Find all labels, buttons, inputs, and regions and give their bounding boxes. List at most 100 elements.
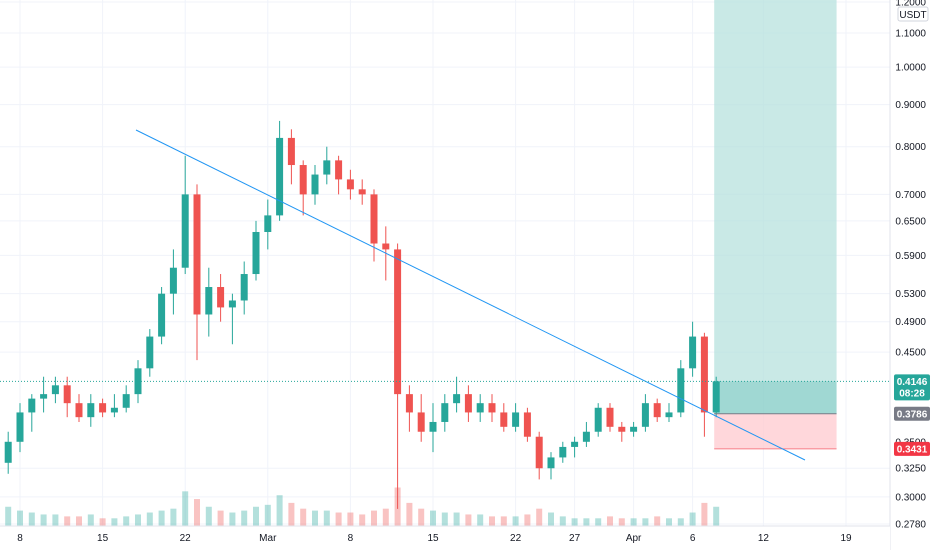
volume-bar — [571, 518, 578, 526]
time-tick: 22 — [180, 533, 192, 544]
time-tick: 15 — [97, 533, 109, 544]
volume-bars — [5, 487, 720, 526]
candle-body — [665, 412, 673, 418]
loss-zone[interactable] — [714, 413, 837, 449]
volume-bar — [512, 516, 519, 526]
stop-price-label: 0.3431 — [897, 444, 928, 455]
candle-body — [429, 421, 437, 432]
currency-label: USDT — [899, 10, 926, 21]
volume-bar — [453, 512, 460, 526]
candle-body — [417, 412, 425, 432]
volume-bar — [677, 518, 684, 526]
candle-body — [264, 215, 272, 232]
candle-body — [63, 385, 71, 404]
volume-bar — [99, 518, 106, 526]
price-tick: 0.3000 — [895, 492, 926, 503]
price-tick: 0.5900 — [895, 251, 926, 262]
volume-bar — [158, 510, 165, 526]
candle-body — [205, 287, 213, 315]
volume-bar — [382, 508, 389, 526]
price-axis[interactable] — [890, 0, 932, 550]
volume-bar — [477, 514, 484, 526]
volume-bar — [347, 512, 354, 526]
volume-bar — [666, 518, 672, 526]
candle-body — [712, 381, 720, 413]
time-tick: 27 — [569, 533, 581, 544]
candle-body — [512, 412, 520, 427]
volume-bar — [276, 495, 283, 526]
volume-bar — [524, 514, 531, 526]
candle-body — [75, 403, 83, 418]
candle-body — [169, 267, 177, 294]
volume-bar — [701, 502, 708, 526]
countdown-label: 08:28 — [899, 388, 925, 399]
profit-filled — [714, 381, 837, 414]
price-tick: 0.7000 — [895, 190, 926, 201]
candle-body — [110, 407, 118, 413]
candle-body — [99, 403, 107, 413]
volume-bar — [312, 510, 318, 526]
trendline[interactable] — [135, 129, 806, 461]
price-tick: 1.0000 — [895, 63, 926, 74]
profit-zone[interactable] — [714, 0, 837, 414]
volume-bar — [264, 504, 271, 526]
candle-body — [276, 137, 284, 216]
volume-bar — [87, 514, 94, 526]
time-axis[interactable] — [0, 526, 890, 550]
volume-bar — [76, 516, 82, 526]
time-tick: 19 — [840, 533, 852, 544]
candle-body — [193, 194, 201, 315]
volume-bar — [359, 514, 366, 526]
volume-bar — [123, 516, 130, 526]
price-tick: 0.6500 — [895, 216, 926, 227]
candle-body — [287, 137, 295, 166]
time-tick: 22 — [510, 533, 522, 544]
candle-body — [523, 412, 531, 437]
candle-body — [87, 403, 95, 418]
candle-body — [370, 194, 378, 244]
candle-body — [28, 398, 36, 413]
candle-body — [689, 336, 697, 369]
candle-body — [4, 441, 12, 463]
price-tick: 0.4900 — [895, 317, 926, 328]
volume-bar — [500, 516, 507, 526]
volume-bar — [713, 506, 720, 526]
time-axis-ticks: 8 15 22 Mar 8 15 22 27 Apr 6 12 19 — [0, 525, 890, 544]
candle-body — [346, 179, 354, 190]
candle-body — [630, 426, 638, 432]
volume-bar — [595, 518, 602, 526]
price-tick: 0.9000 — [895, 100, 926, 111]
volume-bar — [335, 512, 342, 526]
price-tick: 0.3250 — [895, 464, 926, 475]
currency-badge: USDT — [897, 6, 929, 22]
volume-bar — [642, 518, 649, 526]
stop-price-tag: 0.3431 — [894, 441, 930, 456]
volume-bar — [40, 514, 47, 526]
volume-bar — [441, 512, 448, 526]
candle-body — [405, 394, 413, 413]
price-tick: 0.5300 — [895, 289, 926, 300]
volume-bar — [689, 512, 696, 526]
last-price-tag: 0.4146 08:28 — [894, 374, 930, 401]
volume-bar — [194, 499, 200, 526]
volume-bar — [229, 512, 236, 526]
candle-body — [547, 457, 555, 469]
candle-body — [641, 403, 649, 427]
price-tick: 0.2780 — [895, 520, 926, 531]
volume-bar — [406, 502, 413, 526]
candle-body — [488, 403, 496, 413]
candle-body — [559, 446, 567, 458]
volume-bar — [288, 502, 295, 526]
volume-bar — [323, 510, 330, 526]
candle-body — [453, 394, 461, 404]
volume-bar — [28, 512, 35, 526]
volume-bar — [548, 512, 554, 526]
candle-body — [158, 293, 166, 337]
volume-bar — [607, 516, 613, 526]
candle-body — [571, 441, 579, 447]
time-tick: 12 — [758, 533, 770, 544]
volume-bar — [630, 518, 637, 526]
candle-body — [228, 300, 236, 308]
candle-body — [594, 407, 602, 432]
